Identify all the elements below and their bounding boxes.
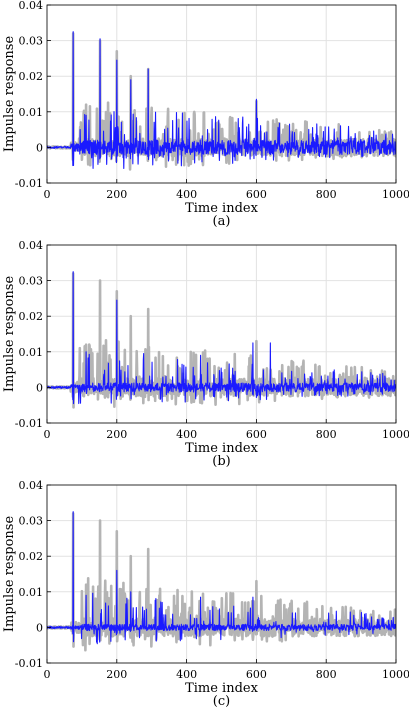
x-tick-label: 200 [106,188,127,201]
x-tick-label: 600 [246,188,267,201]
estimate-series-line [47,31,396,170]
y-tick-label: 0.03 [19,35,44,48]
y-tick-label: -0.01 [15,177,43,190]
x-tick-label: 400 [176,668,197,681]
y-tick-label: 0.04 [19,479,44,492]
x-tick-label: 200 [106,428,127,441]
chart-panel-3: 0 200 400 600 800 1000-0.0100.010.020.030.04T… [2,479,409,709]
y-axis-label: Impulse response [2,36,17,153]
y-tick-label: 0.02 [19,550,44,563]
x-tick-label: 200 [106,668,127,681]
x-axis-label: Time index [185,441,259,456]
x-tick-label: 600 [246,428,267,441]
y-tick-label: -0.01 [15,417,43,430]
x-tick-label: 0 [44,668,51,681]
y-tick-label: 0 [36,621,43,634]
y-tick-label: 0.01 [19,106,44,119]
y-tick-label: 0.03 [19,515,44,528]
estimate-series-line [47,511,396,645]
x-tick-label: 800 [316,668,337,681]
y-tick-label: 0.04 [19,239,44,252]
x-tick-label: 0 [44,428,51,441]
y-tick-label: 0 [36,141,43,154]
x-tick-label: 600 [246,668,267,681]
x-tick-label: 0 [44,188,51,201]
x-tick-label: 1000 [382,188,409,201]
y-tick-label: 0.02 [19,310,44,323]
y-tick-label: 0 [36,381,43,394]
x-tick-label: 800 [316,188,337,201]
panel-caption: (b) [212,454,230,469]
plot-frame [46,244,397,424]
y-tick-label: 0.01 [19,586,44,599]
y-tick-label: 0.02 [19,70,44,83]
y-tick-label: 0.03 [19,275,44,288]
x-tick-label: 400 [176,428,197,441]
estimate-series-line [47,271,396,405]
x-axis-label: Time index [185,201,259,216]
x-axis-label: Time index [185,681,259,696]
x-tick-label: 1000 [382,428,409,441]
y-axis-label: Impulse response [2,516,17,633]
y-tick-label: 0.01 [19,346,44,359]
chart-panel-1: 0 200 400 600 800 1000-0.0100.010.020.030.04T… [2,0,409,229]
chart-panel-2: 0 200 400 600 800 1000-0.0100.010.020.030.04T… [2,239,409,469]
plot-frame [46,4,397,184]
x-tick-label: 400 [176,188,197,201]
y-axis-label: Impulse response [2,276,17,393]
x-tick-label: 800 [316,428,337,441]
panel-caption: (c) [213,694,230,709]
plot-frame [46,484,397,664]
y-tick-label: -0.01 [15,657,43,670]
x-tick-label: 1000 [382,668,409,681]
y-tick-label: 0.04 [19,0,44,12]
panel-caption: (a) [213,214,231,229]
